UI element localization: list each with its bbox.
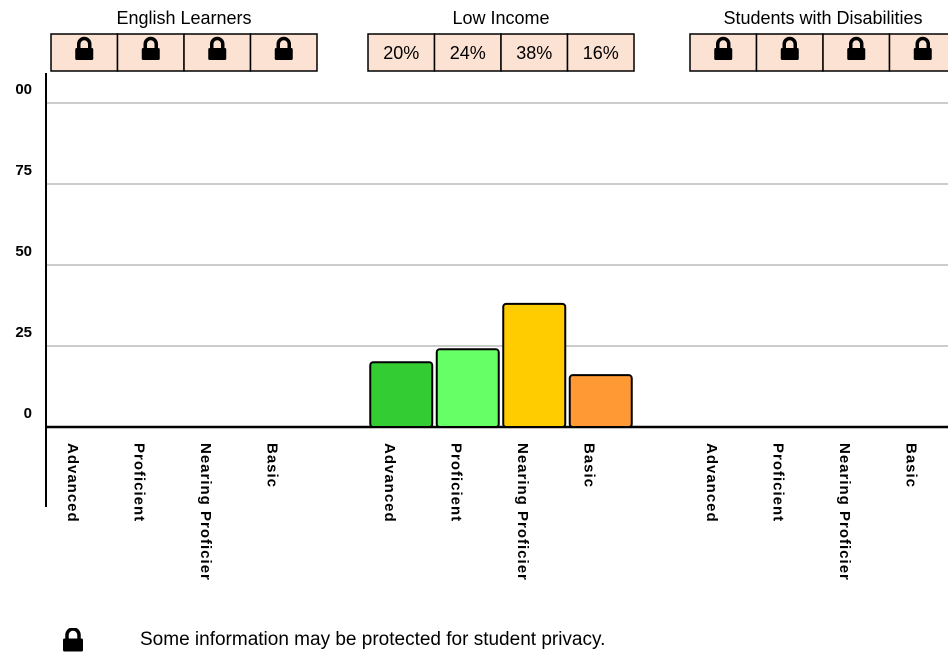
lock-icon: [77, 36, 92, 49]
category-label: Proficient: [447, 443, 464, 522]
header-cell-value: 20%: [383, 43, 419, 63]
bar: [568, 374, 633, 429]
y-tick-label: 0: [24, 405, 32, 422]
lock-icon-body: [141, 48, 160, 60]
header-cell: [566, 33, 635, 72]
grouped-bar-chart: 0 25 50 75 00 English Learners Advanced Profici…: [15, 8, 948, 581]
privacy-footer: Some information may be protected for st…: [62, 627, 605, 653]
lock-icon-body: [274, 48, 293, 60]
header-cell: [433, 33, 502, 72]
y-tick-label: 50: [15, 243, 32, 260]
lock-icon-body: [75, 48, 94, 60]
header-cell: [50, 33, 119, 72]
y-tick-label: 25: [15, 324, 32, 341]
category-label: Advanced: [64, 443, 81, 523]
header-cell: [500, 33, 569, 72]
lock-icon-body: [208, 48, 227, 60]
category-label: Advanced: [381, 443, 398, 523]
bar: [502, 302, 567, 429]
lock-icon: [210, 36, 225, 49]
category-label: Nearing Proficier: [514, 443, 531, 581]
header-cell: [367, 33, 436, 72]
lock-icon: [782, 36, 797, 49]
group-title: English Learners: [116, 8, 251, 28]
lock-icon: [276, 36, 291, 49]
category-label: Nearing Proficier: [836, 443, 853, 581]
category-label: Nearing Proficier: [197, 443, 214, 581]
category-label: Proficient: [769, 443, 786, 522]
lock-icon: [849, 36, 864, 49]
category-label: Advanced: [703, 443, 720, 523]
lock-icon: [716, 36, 731, 49]
y-tick-label: 75: [15, 162, 32, 179]
header-cell-value: 38%: [516, 43, 552, 63]
lock-icon-body: [780, 48, 799, 60]
category-label: Basic: [902, 443, 919, 488]
header-cell-value: 24%: [450, 43, 486, 63]
lock-icon: [915, 36, 930, 49]
privacy-note: Some information may be protected for st…: [140, 629, 606, 650]
lock-icon-body: [714, 48, 733, 60]
lock-icon: [143, 36, 158, 49]
header-cell-value: 16%: [583, 43, 619, 63]
category-label: Proficient: [130, 443, 147, 522]
group-title: Students with Disabilities: [723, 8, 922, 28]
lock-icon-body: [847, 48, 866, 60]
bar: [435, 348, 500, 428]
lock-icon-body: [913, 48, 932, 60]
group-title: Low Income: [452, 8, 549, 28]
y-tick-label: 00: [15, 81, 32, 98]
category-label: Basic: [263, 443, 280, 488]
category-label: Basic: [580, 443, 597, 488]
bar: [369, 361, 434, 429]
lock-icon: [63, 628, 83, 652]
